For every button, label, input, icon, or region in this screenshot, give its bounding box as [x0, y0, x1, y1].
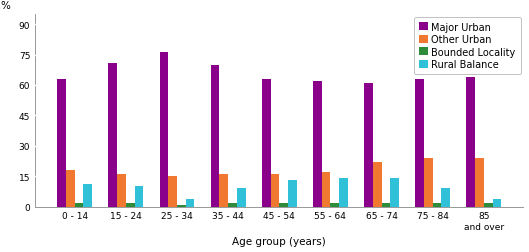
- Bar: [220, 174, 228, 207]
- Bar: [228, 203, 237, 207]
- Bar: [433, 203, 441, 207]
- Bar: [364, 84, 373, 207]
- Bar: [279, 203, 288, 207]
- Bar: [339, 178, 348, 207]
- Legend: Major Urban, Other Urban, Bounded Locality, Rural Balance: Major Urban, Other Urban, Bounded Locali…: [414, 18, 521, 75]
- Bar: [313, 82, 322, 207]
- Bar: [160, 53, 168, 207]
- Y-axis label: %: %: [1, 1, 11, 11]
- Bar: [75, 203, 84, 207]
- Bar: [415, 80, 424, 207]
- Bar: [373, 162, 381, 207]
- Bar: [84, 184, 92, 207]
- Bar: [211, 66, 220, 207]
- Bar: [177, 205, 186, 207]
- Bar: [57, 80, 66, 207]
- Bar: [237, 189, 245, 207]
- Bar: [381, 203, 390, 207]
- Bar: [134, 186, 143, 207]
- X-axis label: Age group (years): Age group (years): [232, 237, 326, 246]
- Bar: [322, 172, 331, 207]
- Bar: [288, 180, 297, 207]
- Bar: [168, 176, 177, 207]
- Bar: [424, 158, 433, 207]
- Bar: [186, 199, 194, 207]
- Bar: [331, 203, 339, 207]
- Bar: [262, 80, 270, 207]
- Bar: [126, 203, 134, 207]
- Bar: [390, 178, 399, 207]
- Bar: [108, 63, 117, 207]
- Bar: [475, 158, 484, 207]
- Bar: [117, 174, 126, 207]
- Bar: [441, 189, 450, 207]
- Bar: [66, 170, 75, 207]
- Bar: [492, 199, 501, 207]
- Bar: [484, 203, 492, 207]
- Bar: [467, 78, 475, 207]
- Bar: [270, 174, 279, 207]
